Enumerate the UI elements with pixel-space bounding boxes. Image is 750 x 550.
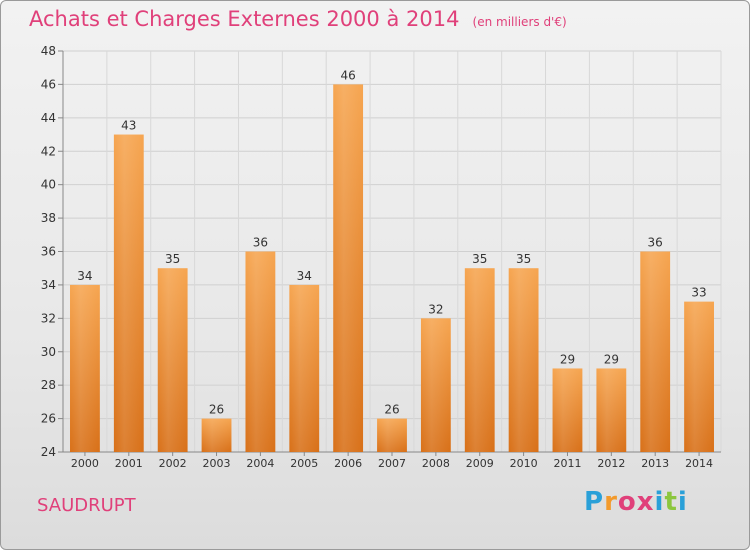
data-label: 35	[516, 252, 531, 266]
data-label: 34	[77, 269, 92, 283]
logo-letter: i	[677, 487, 688, 517]
x-tick-label: 2002	[159, 457, 187, 470]
bar-highlight	[377, 418, 407, 452]
town-name: SAUDRUPT	[37, 495, 136, 516]
bar-highlight	[201, 418, 232, 452]
x-tick-label: 2009	[466, 457, 494, 470]
x-tick-label: 2006	[334, 457, 362, 470]
y-tick-label: 28	[41, 378, 56, 392]
y-tick-label: 44	[41, 111, 56, 125]
bar-highlight	[596, 368, 627, 452]
x-tick-label: 2008	[422, 457, 450, 470]
bar-highlight	[420, 318, 451, 452]
logo-letter: P	[584, 487, 605, 517]
x-tick-label: 2000	[71, 457, 99, 470]
data-label: 46	[340, 68, 355, 82]
data-label: 29	[604, 352, 619, 366]
chart-title: Achats et Charges Externes 2000 à 2014	[29, 7, 460, 31]
x-tick-label: 2005	[290, 457, 318, 470]
y-tick-label: 40	[41, 178, 56, 192]
y-tick-label: 46	[41, 77, 56, 91]
bar-highlight	[640, 251, 671, 452]
x-tick-label: 2001	[115, 457, 143, 470]
x-tick-label: 2003	[203, 457, 231, 470]
bar-highlight	[684, 301, 714, 452]
y-tick-label: 42	[41, 144, 56, 158]
data-label: 26	[384, 403, 399, 417]
bar-highlight	[245, 251, 276, 452]
logo-letter: i	[654, 487, 665, 517]
data-label: 32	[428, 302, 443, 316]
bars	[70, 84, 714, 453]
x-tick-label: 2013	[641, 457, 669, 470]
y-tick-label: 26	[41, 412, 56, 426]
logo-letter: t	[664, 487, 678, 517]
x-tick-label: 2004	[246, 457, 274, 470]
proxiti-logo: Proxiti	[584, 487, 688, 517]
data-label: 26	[209, 403, 224, 417]
title-row: Achats et Charges Externes 2000 à 2014 (…	[29, 7, 567, 31]
x-tick-label: 2010	[510, 457, 538, 470]
labels: 24 26 28 30 32 34 36 38 40 42 44 46 48 34 2000 43 2001 35…	[41, 44, 713, 470]
logo-letter: x	[636, 487, 655, 517]
bar-highlight	[464, 268, 495, 452]
bar-highlight	[113, 134, 144, 452]
bar-highlight	[157, 268, 188, 452]
data-label: 43	[121, 119, 136, 133]
data-label: 36	[648, 236, 663, 250]
data-label: 35	[472, 252, 487, 266]
y-tick-label: 38	[41, 211, 56, 225]
x-tick-label: 2014	[685, 457, 713, 470]
bar-highlight	[552, 368, 583, 452]
chart-subtitle: (en milliers d'€)	[472, 15, 567, 29]
data-label: 35	[165, 252, 180, 266]
y-tick-label: 30	[41, 345, 56, 359]
x-tick-label: 2011	[553, 457, 581, 470]
data-label: 29	[560, 352, 575, 366]
bar-highlight	[70, 284, 100, 452]
data-label: 36	[253, 236, 268, 250]
data-label: 33	[691, 286, 706, 300]
bar-highlight	[289, 284, 320, 452]
y-tick-label: 34	[41, 278, 56, 292]
logo-letter: o	[617, 487, 637, 517]
y-tick-label: 36	[41, 245, 56, 259]
y-tick-label: 48	[41, 44, 56, 58]
data-label: 34	[297, 269, 312, 283]
bar-highlight	[508, 268, 539, 452]
y-tick-label: 24	[41, 445, 56, 459]
logo-letter: r	[604, 487, 618, 517]
x-tick-label: 2007	[378, 457, 406, 470]
x-tick-label: 2012	[597, 457, 625, 470]
bar-highlight	[333, 84, 364, 453]
y-tick-label: 32	[41, 311, 56, 325]
